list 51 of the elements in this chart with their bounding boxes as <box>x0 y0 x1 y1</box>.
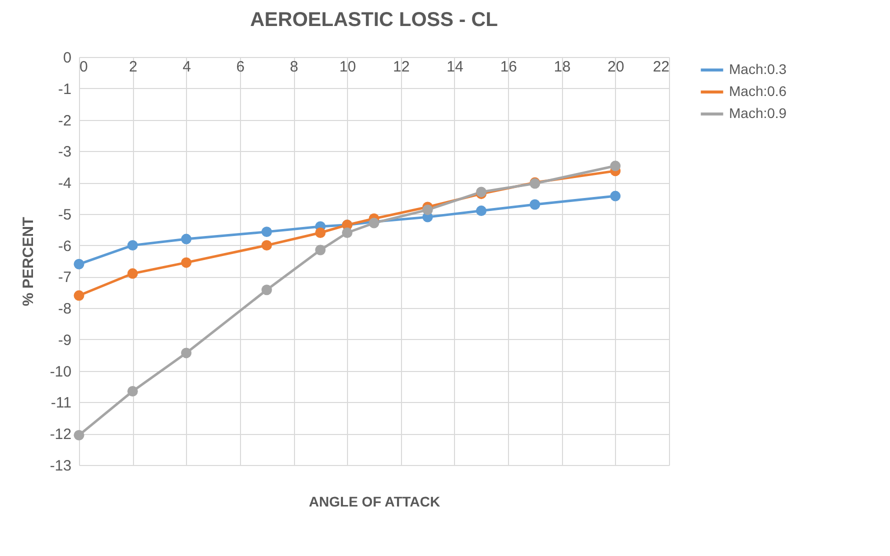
y-tick-label: -9 <box>58 332 72 349</box>
legend-label: Mach:0.6 <box>729 83 787 99</box>
point <box>315 244 326 256</box>
point <box>261 284 272 296</box>
x-tick-label: 20 <box>608 58 624 76</box>
chart-title: AEROELASTIC LOSS - CL <box>250 9 498 31</box>
x-tick-label: 18 <box>554 58 571 76</box>
point <box>74 258 84 270</box>
point <box>342 228 352 238</box>
point <box>127 240 138 251</box>
point <box>181 348 192 358</box>
point <box>74 290 84 301</box>
x-axis-title: ANGLE OF ATTACK <box>308 494 440 510</box>
point <box>315 228 326 238</box>
legend-label: Mach:0.9 <box>729 105 787 121</box>
x-tick-label: 0 <box>80 58 88 76</box>
point <box>530 199 540 210</box>
y-tick-label: -7 <box>58 269 72 286</box>
point <box>127 268 138 279</box>
y-axis-title: % PERCENT <box>20 216 37 306</box>
point <box>181 234 192 244</box>
y-tick-label: -3 <box>58 144 72 161</box>
x-tick-label: 8 <box>290 58 298 76</box>
x-tick-label: 14 <box>446 58 464 76</box>
point <box>261 240 272 251</box>
point <box>476 206 487 216</box>
point <box>181 257 192 268</box>
y-tick-label: -12 <box>50 426 72 444</box>
x-tick-label: 16 <box>500 58 517 76</box>
x-tick-label: 6 <box>236 58 245 76</box>
y-tick-label: -6 <box>58 238 72 255</box>
y-tick-label: -4 <box>58 175 72 192</box>
y-tick-label: -13 <box>50 458 72 474</box>
y-tick-label: -1 <box>58 80 72 98</box>
x-tick-label: 12 <box>392 58 410 76</box>
y-tick-label: -5 <box>58 206 72 224</box>
point <box>610 160 621 172</box>
y-tick-label: -11 <box>50 394 72 412</box>
legend-label: Mach:0.3 <box>729 61 787 77</box>
y-tick-label: -8 <box>58 300 72 318</box>
x-tick-label: 10 <box>339 58 356 76</box>
x-tick-label: 4 <box>182 58 191 76</box>
point <box>74 430 84 440</box>
y-tick-label: -10 <box>50 363 72 380</box>
x-tick-label: 2 <box>128 58 138 76</box>
point <box>127 386 138 396</box>
x-tick-label: 22 <box>652 58 670 76</box>
point <box>422 204 433 216</box>
y-tick-label: -2 <box>58 112 72 130</box>
point <box>610 190 621 202</box>
point <box>261 226 272 238</box>
